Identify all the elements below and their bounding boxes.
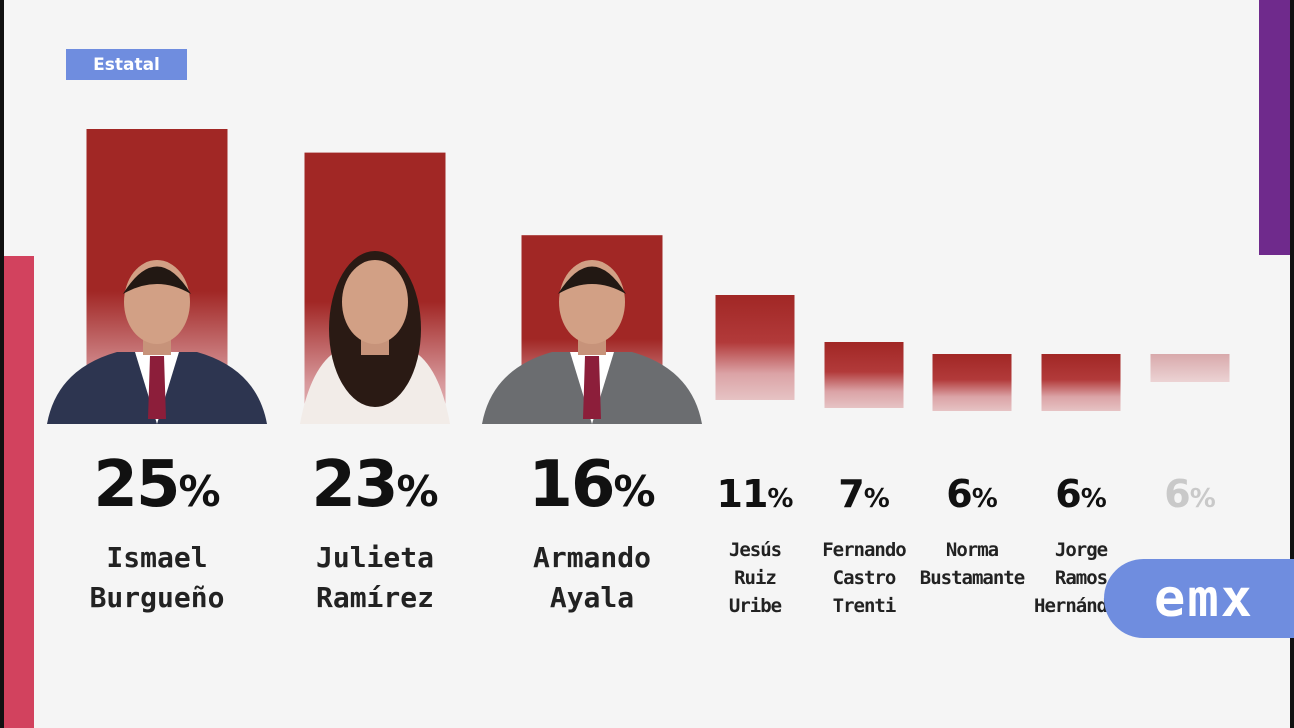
bar-7 <box>1041 354 1121 411</box>
category-label-4: Jesús Ruiz Uribe <box>728 539 782 617</box>
value-label-7: 6% <box>1055 472 1107 516</box>
value-label-1: 25% <box>93 448 221 522</box>
category-label-2: Julieta Ramírez <box>315 541 434 614</box>
bar-6 <box>932 354 1012 411</box>
category-label-6: Norma Bustamante <box>919 539 1025 589</box>
bar-4 <box>715 295 795 400</box>
bar-8 <box>1150 354 1230 382</box>
value-label-6: 6% <box>946 472 998 516</box>
value-label-5: 7% <box>838 472 890 516</box>
person-photo <box>482 260 702 424</box>
logo-text: emx <box>1154 568 1254 629</box>
region-badge: Estatal <box>66 49 187 80</box>
value-label-3: 16% <box>528 448 656 522</box>
frame-right <box>1290 0 1294 728</box>
person-photo <box>300 251 450 424</box>
accent-stripe-right <box>1259 0 1290 255</box>
value-label-4: 11% <box>716 472 794 516</box>
value-label-2: 23% <box>311 448 439 522</box>
bar-5 <box>824 342 904 408</box>
value-label-8: 6% <box>1164 472 1216 516</box>
accent-stripe-left <box>4 256 34 728</box>
frame-left <box>0 0 4 728</box>
category-label-1: Ismael Burgueño <box>89 541 225 614</box>
person-photo <box>47 260 267 424</box>
category-label-5: Fernando Castro Trenti <box>822 539 907 617</box>
category-label-3: Armando Ayala <box>532 541 651 614</box>
emx-logo: emx <box>1104 559 1294 638</box>
